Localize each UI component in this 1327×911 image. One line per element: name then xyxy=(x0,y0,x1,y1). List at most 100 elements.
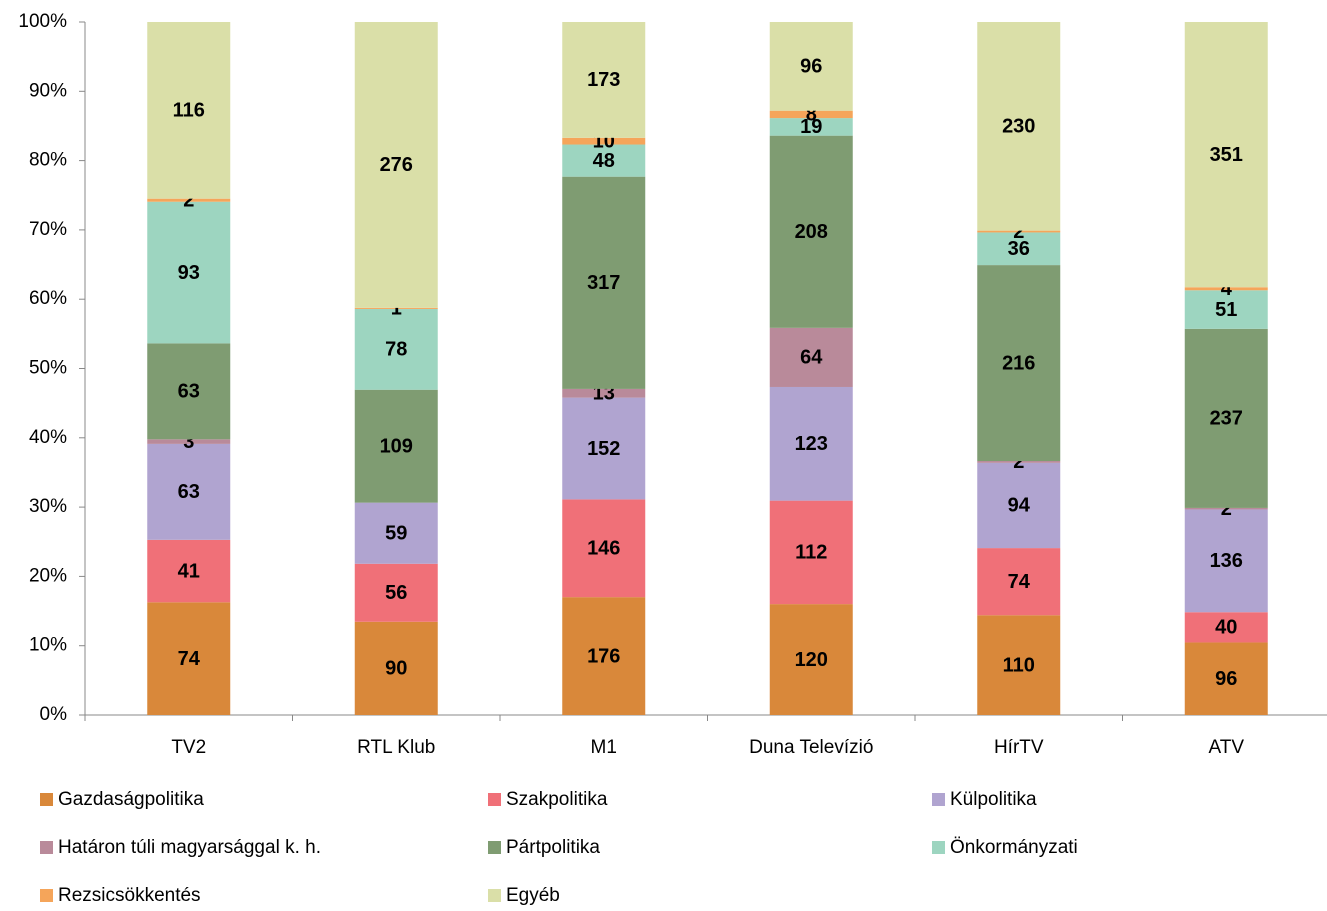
bar-segment xyxy=(147,201,231,344)
bar-segment xyxy=(354,563,438,622)
bar-segment xyxy=(977,265,1061,462)
legend-label: Szakpolitika xyxy=(506,789,608,810)
legend-swatch xyxy=(932,793,945,806)
bar-segment xyxy=(1184,22,1268,288)
legend-label: Külpolitika xyxy=(950,789,1037,810)
value-label: 123 xyxy=(795,433,828,455)
value-label: 110 xyxy=(1003,654,1035,676)
bar-segment xyxy=(1184,509,1268,613)
bar-segment xyxy=(147,198,231,202)
bar-segment xyxy=(354,22,438,308)
value-label: 317 xyxy=(587,272,620,294)
value-label: 208 xyxy=(795,221,828,243)
value-label: 116 xyxy=(173,100,205,122)
value-label: 173 xyxy=(587,69,620,91)
value-label: 120 xyxy=(795,649,828,671)
value-label: 237 xyxy=(1210,408,1243,430)
value-label: 351 xyxy=(1210,144,1243,166)
value-label: 176 xyxy=(587,645,620,667)
value-label: 146 xyxy=(587,538,620,560)
y-tick-label: 0% xyxy=(40,704,68,725)
bar-segment xyxy=(562,176,646,389)
x-tick-label: M1 xyxy=(591,737,617,758)
bar-segment xyxy=(354,502,438,564)
y-tick-label: 70% xyxy=(29,219,67,240)
y-tick-label: 30% xyxy=(29,496,67,517)
value-label: 63 xyxy=(178,481,200,503)
y-tick-label: 90% xyxy=(29,80,67,101)
bar-segment xyxy=(769,110,853,119)
bar-segment xyxy=(769,22,853,111)
value-label: 8 xyxy=(806,104,817,126)
bar-segment xyxy=(1184,612,1268,643)
value-label: 41 xyxy=(178,560,200,582)
value-label: 51 xyxy=(1215,299,1237,321)
bar-segment xyxy=(562,499,646,598)
value-label: 2 xyxy=(1013,451,1024,473)
value-label: 48 xyxy=(593,150,615,172)
bar-segment xyxy=(147,539,231,603)
bar-segment xyxy=(354,308,438,390)
value-label: 40 xyxy=(1215,617,1237,639)
value-label: 2 xyxy=(1221,498,1232,520)
value-label: 56 xyxy=(385,582,407,604)
bar-segment xyxy=(562,137,646,145)
y-tick-label: 20% xyxy=(29,565,67,586)
legend-label: Önkormányzati xyxy=(950,837,1078,858)
value-label: 136 xyxy=(1210,550,1243,572)
value-label: 78 xyxy=(385,339,407,361)
bar-segment xyxy=(147,439,231,444)
bar-segment xyxy=(562,597,646,715)
value-label: 276 xyxy=(380,154,413,176)
legend-swatch xyxy=(488,889,501,902)
bar-segment xyxy=(769,500,853,605)
legend-label: Gazdaságpolitika xyxy=(58,789,204,810)
value-label: 230 xyxy=(1002,116,1035,138)
bar-segment xyxy=(769,327,853,387)
value-label: 96 xyxy=(1215,668,1237,690)
x-tick-label: HírTV xyxy=(994,737,1044,758)
bar-segment xyxy=(1184,507,1268,510)
bar-segment xyxy=(1184,287,1268,291)
bar-segment xyxy=(1184,290,1268,329)
bar-segment xyxy=(977,232,1061,266)
value-label: 2 xyxy=(183,189,194,211)
y-tick-label: 50% xyxy=(29,358,67,379)
x-tick-label: TV2 xyxy=(171,737,206,758)
bar-segment xyxy=(354,621,438,715)
legend-label: Határon túli magyarsággal k. h. xyxy=(58,837,321,858)
bar-segment xyxy=(769,118,853,136)
value-label: 3 xyxy=(183,431,194,453)
value-label: 64 xyxy=(800,347,823,369)
bar-segment xyxy=(562,22,646,138)
value-label: 59 xyxy=(385,522,407,544)
value-label: 63 xyxy=(178,381,200,403)
bar-segment xyxy=(147,343,231,440)
bar-segment xyxy=(562,388,646,398)
bar-segment xyxy=(977,615,1061,715)
value-label: 74 xyxy=(1008,571,1031,593)
y-tick-label: 100% xyxy=(18,11,67,32)
value-label: 94 xyxy=(1008,495,1031,517)
value-label: 1 xyxy=(391,298,402,320)
bar-segment xyxy=(977,548,1061,616)
legend-swatch xyxy=(488,793,501,806)
bar-segment xyxy=(977,462,1061,549)
bar-segment xyxy=(1184,642,1268,715)
bar-segment xyxy=(354,307,438,309)
legend-label: Rezsicsökkentés xyxy=(58,885,201,906)
value-label: 96 xyxy=(800,56,822,78)
legend-swatch xyxy=(488,841,501,854)
value-label: 36 xyxy=(1008,238,1030,260)
value-label: 93 xyxy=(178,262,200,284)
bar-segment xyxy=(769,604,853,715)
bar-segment xyxy=(147,443,231,540)
legend-label: Pártpolitika xyxy=(506,837,600,858)
bar-segment xyxy=(977,230,1061,233)
y-tick-label: 40% xyxy=(29,427,67,448)
x-tick-label: ATV xyxy=(1208,737,1244,758)
bar-segment xyxy=(769,135,853,328)
y-tick-label: 10% xyxy=(29,635,67,656)
value-label: 112 xyxy=(795,542,827,564)
